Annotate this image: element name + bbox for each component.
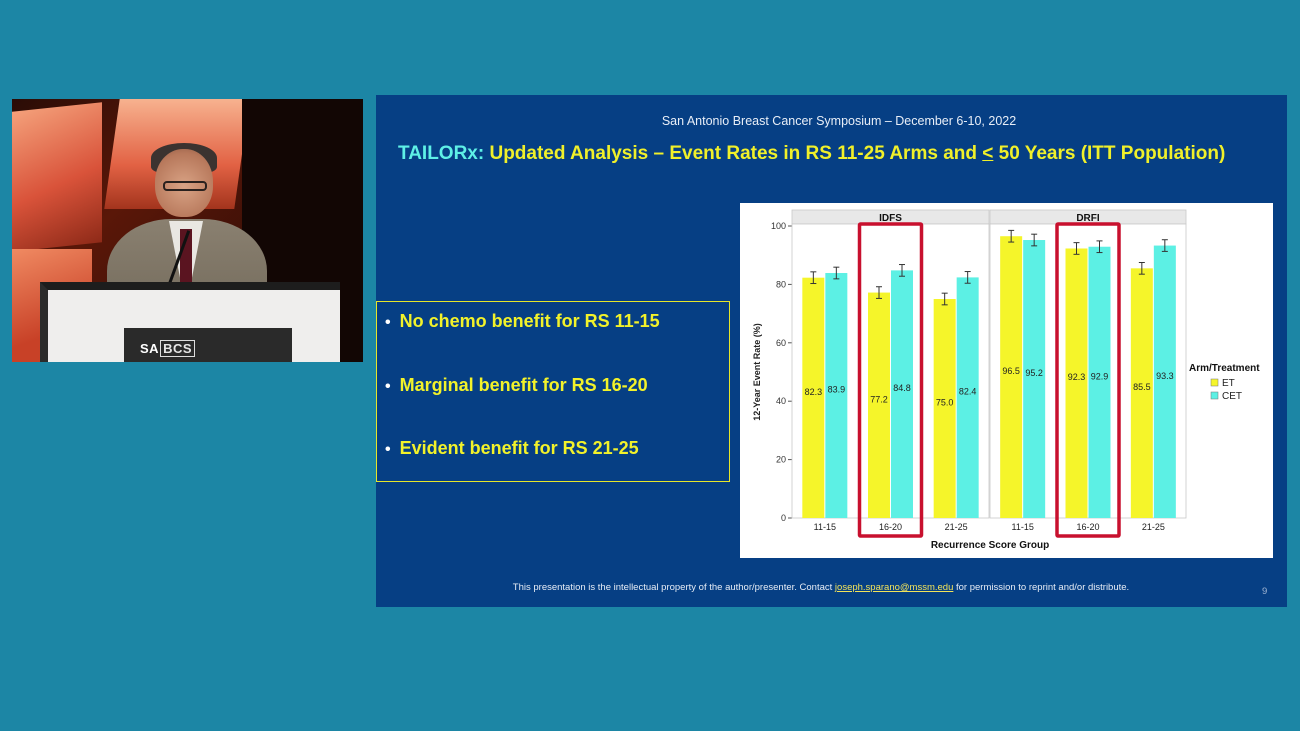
data-label: 84.8 [893, 383, 911, 393]
y-axis-label: 12-Year Event Rate (%) [752, 323, 762, 421]
data-label: 92.9 [1091, 371, 1109, 381]
x-axis-label: Recurrence Score Group [931, 540, 1049, 551]
logo-sa: SA [140, 341, 160, 356]
title-le-symbol: < [982, 143, 994, 164]
page-number: 9 [1262, 586, 1268, 597]
chart-svg: 0 20 40 60 80 100 12-Year Event Rate (%) IDFS 11… [752, 209, 1260, 551]
data-label: 75.0 [936, 398, 954, 408]
bar-et [1000, 236, 1023, 518]
slide-footer: This presentation is the intellectual pr… [376, 582, 1156, 593]
bar-cet [825, 273, 848, 518]
highlight-box [857, 222, 924, 538]
data-label: 85.5 [1133, 382, 1151, 392]
bar-et [868, 292, 890, 518]
bar-et [1065, 248, 1088, 518]
key-points-box: • No chemo benefit for RS 11-15 • Marginal… [376, 301, 730, 482]
event-rate-chart: 0 20 40 60 80 100 12-Year Event Rate (%) IDFS 11… [740, 203, 1273, 558]
bar-et [933, 299, 956, 518]
y-tick-label: 60 [776, 338, 786, 348]
footer-text: This presentation is the intellectual pr… [512, 582, 835, 593]
legend-title: Arm/Treatment [1189, 363, 1260, 374]
bullet-item: • No chemo benefit for RS 11-15 [385, 311, 660, 332]
slide-title: TAILORx: Updated Analysis – Event Rates … [398, 143, 1225, 165]
bar-et [802, 277, 825, 518]
bullet-item: • Evident benefit for RS 21-25 [385, 438, 639, 459]
y-tick-label: 80 [776, 279, 786, 289]
bar-cet [1153, 245, 1176, 518]
x-tick-label: 16-20 [879, 522, 902, 532]
speaker-glasses [163, 181, 207, 191]
bullet-dot: • [385, 314, 391, 331]
x-tick-label: 16-20 [1076, 522, 1099, 532]
data-label: 92.3 [1068, 372, 1086, 382]
x-tick-label: 21-25 [1142, 522, 1165, 532]
highlight-box [1055, 222, 1121, 538]
data-label: 82.4 [959, 387, 977, 397]
bullet-text: No chemo benefit for RS 11-15 [399, 311, 660, 331]
legend-swatch-cet [1210, 391, 1219, 400]
y-tick-label: 0 [781, 513, 786, 523]
legend-swatch-et [1210, 378, 1219, 387]
presentation-slide: San Antonio Breast Cancer Symposium – De… [376, 95, 1287, 607]
footer-text-end: for permission to reprint and/or distrib… [953, 582, 1130, 593]
contact-email-link[interactable]: joseph.sparano@mssm.edu [834, 582, 954, 593]
x-tick-label: 21-25 [945, 522, 968, 532]
bar-et [1130, 268, 1153, 518]
y-tick-label: 20 [776, 455, 786, 465]
title-prefix: TAILORx: [398, 143, 485, 164]
y-tick-label: 40 [776, 396, 786, 406]
data-label: 77.2 [870, 394, 888, 404]
stage-screen [12, 102, 102, 252]
bar-cet [956, 277, 979, 518]
bullet-dot: • [385, 441, 391, 458]
sabcs-logo: SA BCS [140, 340, 196, 357]
podium-sign [124, 328, 292, 362]
conference-header: San Antonio Breast Cancer Symposium – De… [661, 114, 1017, 128]
bar-cet [1023, 240, 1046, 518]
data-label: 96.5 [1002, 366, 1020, 376]
bullet-dot: • [385, 378, 391, 395]
legend-label-et: ET [1222, 378, 1235, 389]
title-main: Updated Analysis – Event Rates in RS 11-… [484, 143, 983, 164]
bullet-text: Evident benefit for RS 21-25 [399, 438, 639, 458]
bar-cet [1088, 246, 1111, 518]
speaker-video: SA BCS [12, 99, 363, 362]
panel-title: DRFI [1076, 213, 1100, 224]
legend-label-cet: CET [1222, 391, 1242, 402]
panel-area [791, 223, 990, 519]
panel-title: IDFS [879, 213, 902, 224]
panel-area [989, 223, 1187, 519]
x-tick-label: 11-15 [814, 522, 836, 532]
bullet-text: Marginal benefit for RS 16-20 [399, 375, 648, 395]
bullet-item: • Marginal benefit for RS 16-20 [385, 375, 648, 396]
data-label: 95.2 [1025, 368, 1043, 378]
bar-cet [891, 270, 913, 518]
data-label: 83.9 [828, 385, 846, 395]
data-label: 82.3 [805, 387, 823, 397]
title-suffix: 50 Years (ITT Population) [993, 143, 1226, 164]
data-label: 93.3 [1156, 371, 1174, 381]
x-tick-label: 11-15 [1011, 522, 1033, 532]
logo-bcs: BCS [160, 340, 196, 357]
y-tick-label: 100 [771, 221, 786, 231]
